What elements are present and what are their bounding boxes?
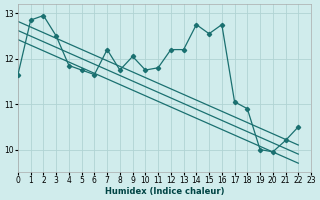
X-axis label: Humidex (Indice chaleur): Humidex (Indice chaleur): [105, 187, 224, 196]
